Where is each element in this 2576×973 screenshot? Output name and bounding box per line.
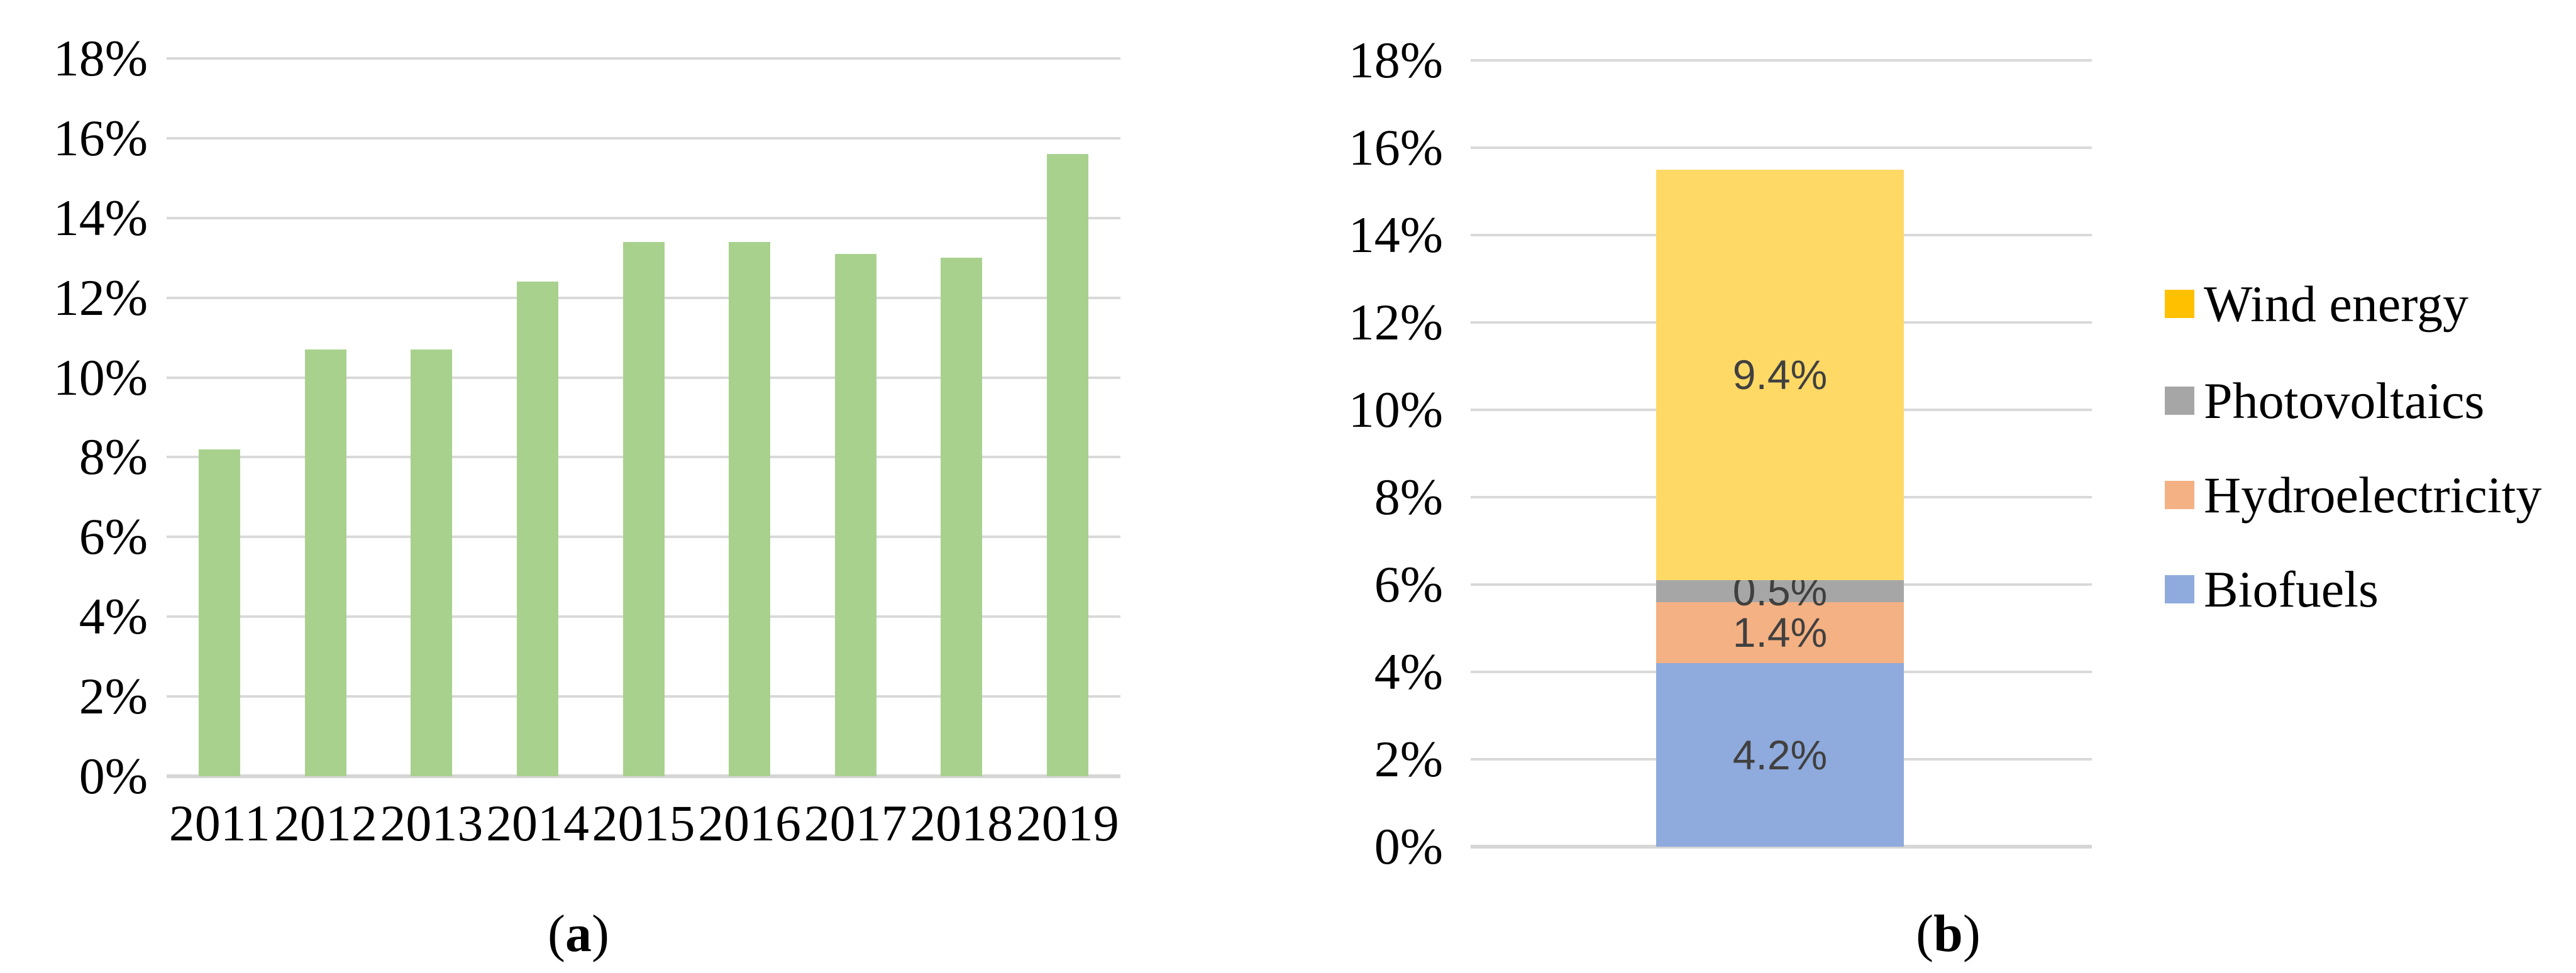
stacked-segment-photovoltaics — [1656, 580, 1904, 602]
gridline — [167, 216, 1120, 219]
bar-2015 — [622, 241, 665, 776]
legend-label: Hydroelectricity — [2204, 466, 2542, 524]
bar-2012 — [304, 349, 346, 776]
bar-2013 — [411, 349, 453, 776]
x-axis-label-2015: 2015 — [592, 794, 695, 852]
y-axis-tick-label: 12% — [1348, 294, 1443, 351]
y-axis-tick-label: 14% — [53, 189, 148, 246]
legend-item-wind-energy: Wind energy — [2165, 276, 2576, 333]
x-axis-line — [167, 774, 1120, 778]
y-axis-tick-label: 8% — [1374, 468, 1443, 525]
x-axis-label-2019: 2019 — [1015, 794, 1119, 852]
legend-item-photovoltaics: Photovoltaics — [2165, 373, 2576, 429]
y-axis-tick-label: 16% — [1348, 119, 1443, 176]
bar-2016 — [729, 241, 771, 776]
y-axis-tick-label: 10% — [1348, 381, 1443, 438]
y-axis-tick-label: 10% — [53, 348, 148, 406]
legend-swatch-icon — [2165, 481, 2194, 509]
y-axis-tick-label: 0% — [79, 747, 148, 805]
y-axis-tick-label: 2% — [79, 668, 148, 725]
bar-2019 — [1046, 154, 1088, 776]
y-axis-tick-label: 4% — [79, 588, 148, 646]
y-axis-tick-label: 16% — [53, 109, 148, 167]
stacked-segment-wind-energy — [1656, 169, 1904, 581]
gridline — [167, 57, 1120, 60]
legend-label: Biofuels — [2204, 561, 2379, 618]
gridline — [1471, 146, 2092, 149]
caption-a-open-paren: ( — [548, 904, 565, 963]
stacked-segment-hydroelectricity — [1656, 602, 1904, 664]
x-axis-line — [1471, 845, 2092, 849]
legend-swatch-icon — [2165, 575, 2194, 603]
x-axis-label-2011: 2011 — [169, 794, 270, 852]
legend-item-biofuels: Biofuels — [2165, 561, 2576, 618]
x-axis-label-2013: 2013 — [380, 794, 484, 852]
y-axis-tick-label: 18% — [1348, 31, 1443, 89]
bar-2017 — [834, 253, 876, 776]
caption-b: (b) — [1320, 904, 2576, 964]
y-axis-tick-label: 2% — [1374, 730, 1443, 788]
legend-item-hydroelectricity: Hydroelectricity — [2165, 467, 2576, 524]
legend-label: Photovoltaics — [2204, 372, 2485, 429]
bar-2018 — [941, 258, 983, 776]
caption-a-letter: a — [565, 904, 592, 963]
data-label-biofuels: 4.2% — [1732, 732, 1828, 779]
gridline — [1471, 59, 2092, 62]
y-axis-tick-label: 0% — [1374, 818, 1443, 875]
legend-swatch-icon — [2165, 387, 2194, 415]
y-axis-tick-label: 12% — [53, 268, 148, 326]
caption-a: (a) — [0, 904, 1157, 964]
caption-b-open-paren: ( — [1916, 904, 1934, 963]
bar-2011 — [199, 449, 241, 776]
legend-swatch-icon — [2165, 290, 2194, 318]
y-axis-tick-label: 4% — [1374, 643, 1443, 700]
stacked-segment-biofuels — [1656, 663, 1904, 847]
caption-b-close-paren: ) — [1962, 904, 1981, 963]
y-axis-tick-label: 14% — [1348, 206, 1443, 263]
data-label-wind-energy: 9.4% — [1732, 351, 1828, 399]
x-axis-label-2014: 2014 — [485, 794, 589, 852]
data-label-hydroelectricity: 1.4% — [1732, 609, 1828, 656]
caption-a-close-paren: ) — [592, 904, 609, 963]
x-axis-label-2018: 2018 — [910, 794, 1014, 852]
x-axis-label-2017: 2017 — [804, 794, 907, 852]
bar-2014 — [516, 282, 558, 776]
y-axis-tick-label: 6% — [1374, 556, 1443, 613]
x-axis-label-2016: 2016 — [698, 794, 802, 852]
caption-b-letter: b — [1933, 904, 1963, 963]
y-axis-tick-label: 6% — [79, 508, 148, 566]
y-axis-tick-label: 18% — [53, 30, 148, 87]
y-axis-tick-label: 8% — [79, 428, 148, 486]
x-axis-label-2012: 2012 — [274, 794, 377, 852]
gridline — [167, 136, 1120, 140]
legend-label: Wind energy — [2204, 275, 2469, 333]
